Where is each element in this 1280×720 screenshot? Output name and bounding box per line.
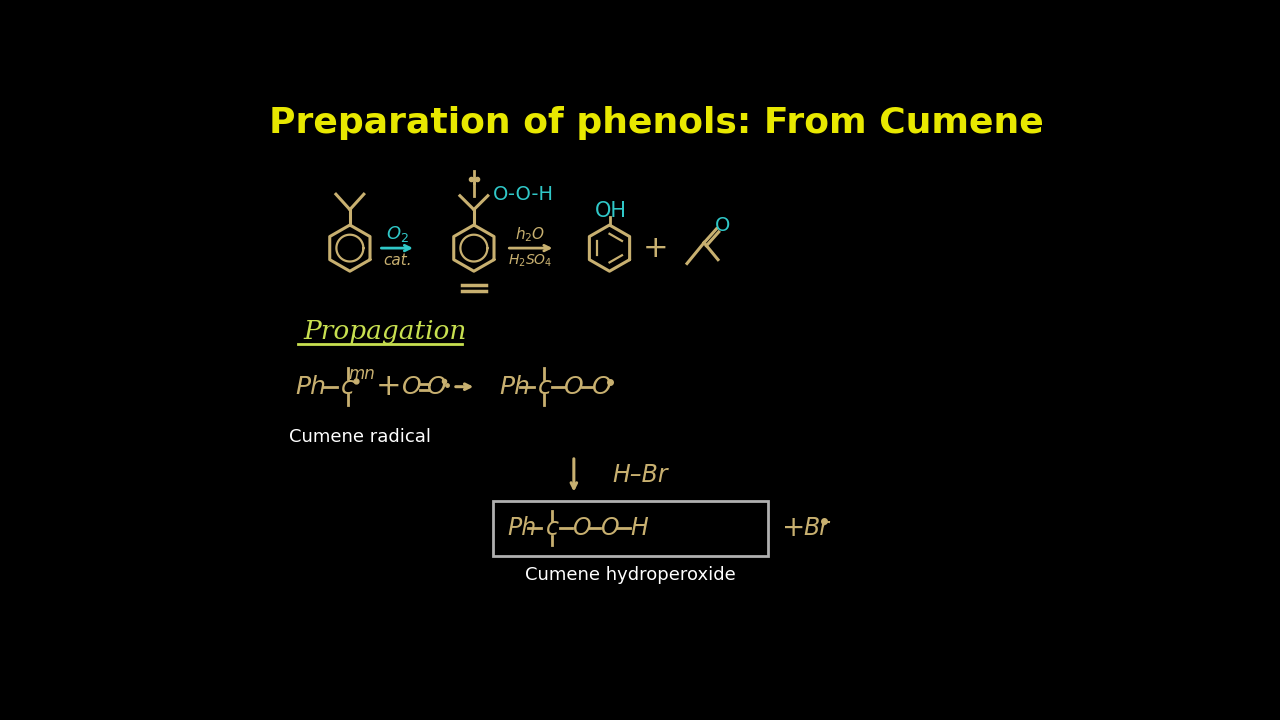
Text: O: O xyxy=(426,374,447,399)
Text: $h_2O$: $h_2O$ xyxy=(516,225,545,244)
Text: Preparation of phenols: From Cumene: Preparation of phenols: From Cumene xyxy=(269,107,1043,140)
Text: Ph: Ph xyxy=(296,374,326,399)
Text: $H_2SO_4$: $H_2SO_4$ xyxy=(508,252,553,269)
Text: Cumene radical: Cumene radical xyxy=(289,428,431,446)
Text: Propagation: Propagation xyxy=(303,319,467,343)
Text: H: H xyxy=(630,516,648,541)
Text: c: c xyxy=(340,374,355,399)
Bar xyxy=(493,500,768,556)
Text: +: + xyxy=(782,514,805,542)
Text: O: O xyxy=(564,374,584,399)
Text: Ph: Ph xyxy=(507,516,536,541)
Text: cat.: cat. xyxy=(383,253,411,268)
Text: Ph: Ph xyxy=(499,374,530,399)
Text: H–Br: H–Br xyxy=(613,463,668,487)
Text: Br: Br xyxy=(804,516,829,541)
Text: +: + xyxy=(643,233,669,263)
Text: OH: OH xyxy=(595,201,627,221)
Text: mn: mn xyxy=(348,364,375,382)
Text: O: O xyxy=(402,374,421,399)
Text: O: O xyxy=(600,516,618,541)
Text: O: O xyxy=(572,516,591,541)
Text: Cumene hydroperoxide: Cumene hydroperoxide xyxy=(525,567,736,585)
Text: +: + xyxy=(376,372,402,401)
Text: c: c xyxy=(545,516,558,541)
Text: O-O-H: O-O-H xyxy=(493,185,553,204)
Text: $O_2$: $O_2$ xyxy=(385,224,408,244)
Text: O: O xyxy=(716,216,731,235)
Text: O: O xyxy=(591,374,612,399)
Text: c: c xyxy=(538,374,552,399)
